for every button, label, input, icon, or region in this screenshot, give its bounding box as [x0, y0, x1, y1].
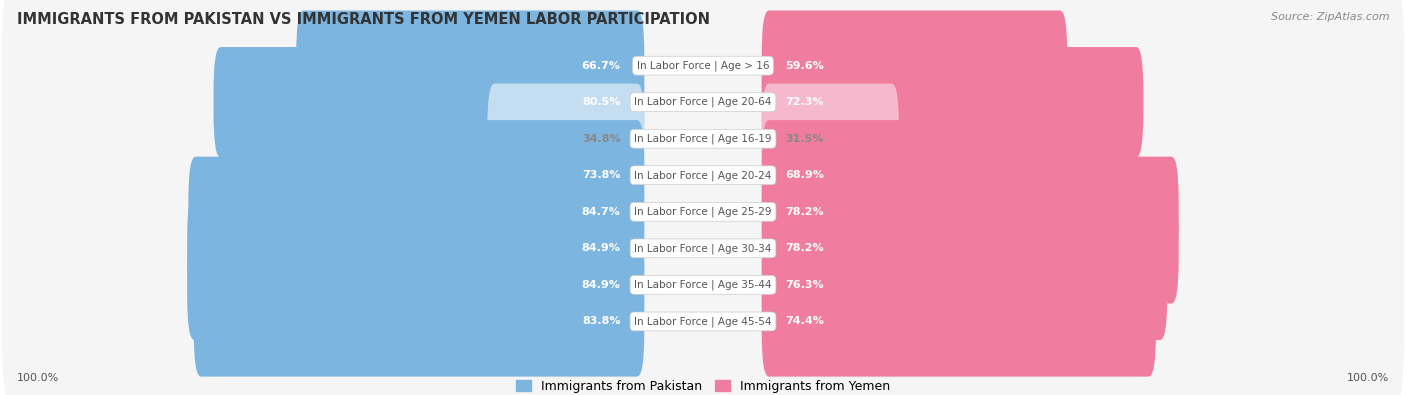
- Text: 31.5%: 31.5%: [786, 134, 824, 144]
- Text: In Labor Force | Age 35-44: In Labor Force | Age 35-44: [634, 280, 772, 290]
- FancyBboxPatch shape: [1, 231, 1405, 395]
- FancyBboxPatch shape: [762, 84, 898, 194]
- FancyBboxPatch shape: [187, 230, 644, 340]
- FancyBboxPatch shape: [194, 266, 644, 376]
- Text: 34.8%: 34.8%: [582, 134, 620, 144]
- FancyBboxPatch shape: [1, 49, 1405, 229]
- FancyBboxPatch shape: [253, 120, 644, 230]
- Text: 83.8%: 83.8%: [582, 316, 620, 326]
- Text: 78.2%: 78.2%: [786, 243, 824, 253]
- Text: In Labor Force | Age 25-29: In Labor Force | Age 25-29: [634, 207, 772, 217]
- FancyBboxPatch shape: [488, 84, 644, 194]
- FancyBboxPatch shape: [762, 11, 1067, 121]
- FancyBboxPatch shape: [1, 158, 1405, 338]
- Text: 72.3%: 72.3%: [786, 97, 824, 107]
- FancyBboxPatch shape: [1, 0, 1405, 156]
- Text: In Labor Force | Age 20-64: In Labor Force | Age 20-64: [634, 97, 772, 107]
- Text: 74.4%: 74.4%: [786, 316, 824, 326]
- FancyBboxPatch shape: [1, 85, 1405, 265]
- Text: In Labor Force | Age 16-19: In Labor Force | Age 16-19: [634, 134, 772, 144]
- FancyBboxPatch shape: [187, 193, 644, 303]
- Text: In Labor Force | Age 20-24: In Labor Force | Age 20-24: [634, 170, 772, 181]
- Text: 84.9%: 84.9%: [582, 280, 620, 290]
- Text: 84.9%: 84.9%: [582, 243, 620, 253]
- Legend: Immigrants from Pakistan, Immigrants from Yemen: Immigrants from Pakistan, Immigrants fro…: [512, 375, 894, 395]
- FancyBboxPatch shape: [1, 122, 1405, 302]
- FancyBboxPatch shape: [214, 47, 644, 157]
- Text: IMMIGRANTS FROM PAKISTAN VS IMMIGRANTS FROM YEMEN LABOR PARTICIPATION: IMMIGRANTS FROM PAKISTAN VS IMMIGRANTS F…: [17, 12, 710, 27]
- Text: In Labor Force | Age 30-34: In Labor Force | Age 30-34: [634, 243, 772, 254]
- FancyBboxPatch shape: [762, 266, 1156, 376]
- Text: 68.9%: 68.9%: [786, 170, 824, 180]
- Text: Source: ZipAtlas.com: Source: ZipAtlas.com: [1271, 12, 1389, 22]
- Text: 84.7%: 84.7%: [582, 207, 620, 217]
- Text: 78.2%: 78.2%: [786, 207, 824, 217]
- FancyBboxPatch shape: [188, 157, 644, 267]
- FancyBboxPatch shape: [762, 120, 1123, 230]
- Text: 76.3%: 76.3%: [786, 280, 824, 290]
- Text: In Labor Force | Age 45-54: In Labor Force | Age 45-54: [634, 316, 772, 327]
- Text: 73.8%: 73.8%: [582, 170, 620, 180]
- FancyBboxPatch shape: [1, 12, 1405, 192]
- FancyBboxPatch shape: [762, 230, 1167, 340]
- Text: 59.6%: 59.6%: [786, 61, 824, 71]
- FancyBboxPatch shape: [762, 157, 1178, 267]
- Text: 80.5%: 80.5%: [582, 97, 620, 107]
- Text: 100.0%: 100.0%: [1347, 373, 1389, 383]
- FancyBboxPatch shape: [762, 47, 1143, 157]
- Text: In Labor Force | Age > 16: In Labor Force | Age > 16: [637, 60, 769, 71]
- FancyBboxPatch shape: [1, 195, 1405, 375]
- FancyBboxPatch shape: [762, 193, 1178, 303]
- FancyBboxPatch shape: [297, 11, 644, 121]
- Text: 100.0%: 100.0%: [17, 373, 59, 383]
- Text: 66.7%: 66.7%: [582, 61, 620, 71]
